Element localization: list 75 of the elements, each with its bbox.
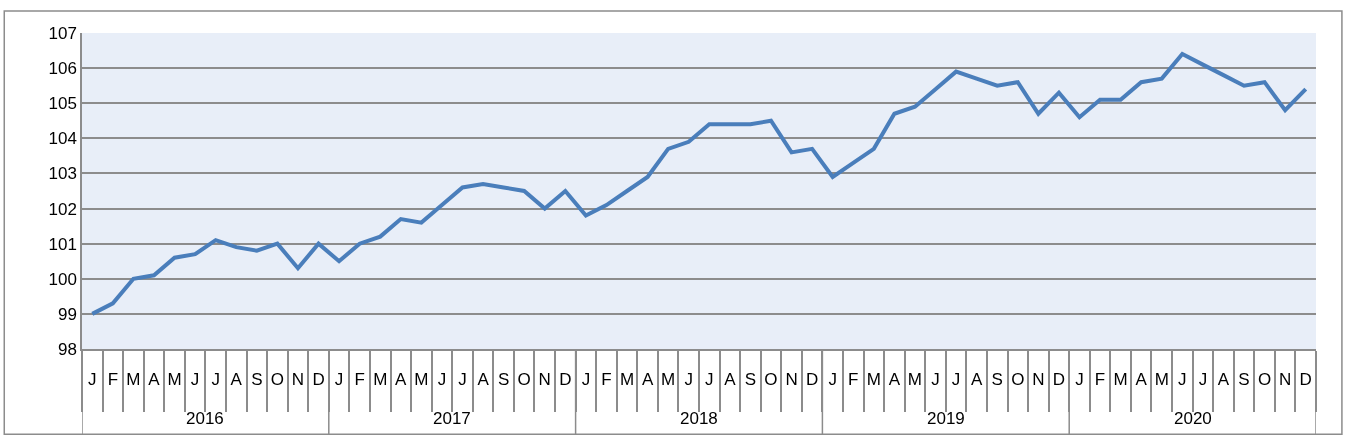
x-tick-label: S bbox=[497, 370, 510, 390]
x-tick-label: J bbox=[88, 370, 97, 390]
x-tick-label: O bbox=[1257, 370, 1272, 390]
text: 2017 bbox=[433, 409, 471, 428]
x-tick-label: N bbox=[1032, 370, 1045, 390]
x-tick-label: S bbox=[251, 370, 263, 390]
x-tick-label: O bbox=[764, 370, 778, 390]
x-tick-label: A bbox=[970, 370, 983, 390]
x-tick-label: J bbox=[458, 370, 467, 390]
x-tick-label: A bbox=[888, 370, 901, 390]
x-tick-label: F bbox=[107, 370, 119, 390]
x-tick-label: A bbox=[230, 370, 243, 390]
x-tick-label: S bbox=[991, 370, 1003, 390]
y-tick-label: 98 bbox=[57, 339, 77, 359]
x-tick-label: S bbox=[744, 370, 757, 390]
x-tick-label: J bbox=[1198, 370, 1208, 390]
x-tick-label: O bbox=[1011, 370, 1025, 390]
x-tick-label: D bbox=[805, 370, 819, 390]
x-tick-label: F bbox=[354, 370, 365, 390]
x-tick-label: J bbox=[705, 370, 714, 390]
text: 2016 bbox=[186, 409, 224, 428]
x-tick-label: J bbox=[931, 370, 940, 390]
x-tick-label: M bbox=[126, 370, 141, 390]
y-tick-label: 102 bbox=[48, 199, 77, 219]
x-tick-label: N bbox=[538, 370, 551, 390]
x-tick-label: J bbox=[828, 370, 837, 390]
x-tick-label: D bbox=[1299, 370, 1312, 390]
x-tick-label: D bbox=[312, 370, 325, 390]
x-tick-label: M bbox=[866, 370, 881, 390]
x-tick-label: M bbox=[1113, 370, 1128, 390]
y-tick-label: 104 bbox=[48, 129, 77, 149]
x-tick-label: N bbox=[785, 370, 798, 390]
x-tick-label: M bbox=[167, 370, 182, 390]
x-tick-label: N bbox=[1279, 370, 1292, 390]
y-tick-label: 100 bbox=[48, 269, 77, 289]
x-tick-label: J bbox=[190, 370, 200, 390]
x-tick-label: N bbox=[291, 370, 305, 390]
x-tick-label: S bbox=[1238, 370, 1250, 390]
text: 2020 bbox=[1174, 409, 1212, 428]
y-tick-label: 105 bbox=[48, 94, 77, 114]
text: 2018 bbox=[680, 409, 718, 428]
x-tick-label: M bbox=[661, 370, 676, 390]
x-tick-label: J bbox=[581, 370, 591, 390]
x-tick-label: J bbox=[334, 370, 344, 390]
x-tick-label: D bbox=[559, 370, 572, 390]
x-tick-label: O bbox=[270, 370, 284, 390]
x-tick-label: J bbox=[684, 370, 693, 390]
x-tick-label: A bbox=[1217, 370, 1230, 390]
text: 2019 bbox=[927, 409, 965, 428]
x-tick-label: M bbox=[414, 370, 429, 390]
x-tick-label: O bbox=[517, 370, 531, 390]
x-tick-label: J bbox=[437, 370, 447, 390]
x-tick-label: A bbox=[641, 370, 654, 390]
x-tick-label: D bbox=[1052, 370, 1066, 390]
x-tick-label: A bbox=[477, 370, 490, 390]
x-tick-label: F bbox=[848, 370, 859, 390]
x-tick-label: A bbox=[1135, 370, 1148, 390]
y-tick-label: 107 bbox=[48, 23, 77, 43]
y-tick-label: 103 bbox=[48, 164, 77, 184]
y-tick-label: 106 bbox=[48, 59, 77, 79]
x-tick-label: M bbox=[619, 370, 635, 390]
x-tick-label: M bbox=[907, 370, 923, 390]
x-tick-label: J bbox=[951, 370, 961, 390]
y-tick-label: 99 bbox=[57, 304, 77, 324]
x-tick-label: J bbox=[1178, 370, 1187, 390]
x-tick-label: J bbox=[211, 370, 220, 390]
x-tick-label: F bbox=[1094, 370, 1106, 390]
x-tick-label: M bbox=[1154, 370, 1169, 390]
y-tick-label: 101 bbox=[48, 234, 77, 254]
x-tick-label: A bbox=[724, 370, 737, 390]
x-tick-label: F bbox=[601, 370, 612, 390]
x-tick-label: A bbox=[148, 370, 161, 390]
x-tick-label: M bbox=[373, 370, 388, 390]
x-tick-label: A bbox=[395, 370, 408, 390]
x-tick-label: J bbox=[1075, 370, 1084, 390]
